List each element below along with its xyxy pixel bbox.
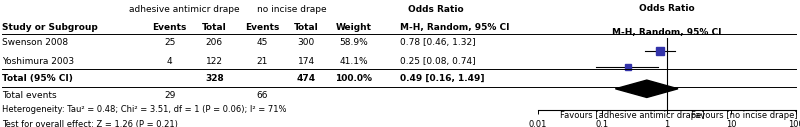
Text: 29: 29 bbox=[164, 91, 175, 100]
Text: 100.0%: 100.0% bbox=[335, 74, 372, 83]
Text: Odds Ratio: Odds Ratio bbox=[638, 4, 694, 13]
Text: Heterogeneity: Tau² = 0.48; Chi² = 3.51, df = 1 (P = 0.06); I² = 71%: Heterogeneity: Tau² = 0.48; Chi² = 3.51,… bbox=[2, 105, 287, 114]
Text: 0.49 [0.16, 1.49]: 0.49 [0.16, 1.49] bbox=[400, 74, 485, 83]
Text: adhesive antimicr drape: adhesive antimicr drape bbox=[129, 5, 239, 14]
Text: 58.9%: 58.9% bbox=[339, 38, 368, 47]
Polygon shape bbox=[615, 80, 678, 97]
Text: Study or Subgroup: Study or Subgroup bbox=[2, 23, 98, 32]
Text: 45: 45 bbox=[257, 38, 268, 47]
Text: Favours [adhesive antimicr drape]: Favours [adhesive antimicr drape] bbox=[560, 111, 704, 120]
Text: Weight: Weight bbox=[336, 23, 371, 32]
Text: 328: 328 bbox=[205, 74, 224, 83]
Text: Total: Total bbox=[202, 23, 226, 32]
Text: Events: Events bbox=[246, 23, 279, 32]
Text: 174: 174 bbox=[298, 57, 315, 66]
Text: 0.25 [0.08, 0.74]: 0.25 [0.08, 0.74] bbox=[400, 57, 476, 66]
Text: 0.78 [0.46, 1.32]: 0.78 [0.46, 1.32] bbox=[400, 38, 476, 47]
Text: M-H, Random, 95% CI: M-H, Random, 95% CI bbox=[400, 23, 510, 32]
Text: 122: 122 bbox=[206, 57, 223, 66]
Text: Odds Ratio: Odds Ratio bbox=[408, 5, 464, 14]
Text: 66: 66 bbox=[257, 91, 268, 100]
Text: Total (95% CI): Total (95% CI) bbox=[2, 74, 74, 83]
Text: 300: 300 bbox=[298, 38, 315, 47]
Text: 206: 206 bbox=[206, 38, 223, 47]
Text: 21: 21 bbox=[257, 57, 268, 66]
Text: Swenson 2008: Swenson 2008 bbox=[2, 38, 69, 47]
Text: Events: Events bbox=[153, 23, 186, 32]
Text: M-H, Random, 95% CI: M-H, Random, 95% CI bbox=[612, 28, 721, 37]
Text: 4: 4 bbox=[166, 57, 173, 66]
Text: no incise drape: no incise drape bbox=[257, 5, 327, 14]
Text: 25: 25 bbox=[164, 38, 175, 47]
Text: 474: 474 bbox=[297, 74, 316, 83]
Text: Total: Total bbox=[294, 23, 318, 32]
Text: Total events: Total events bbox=[2, 91, 57, 100]
Text: Yoshimura 2003: Yoshimura 2003 bbox=[2, 57, 74, 66]
Text: Favours [no incise drape]: Favours [no incise drape] bbox=[690, 111, 798, 120]
Text: 41.1%: 41.1% bbox=[339, 57, 368, 66]
Text: Test for overall effect: Z = 1.26 (P = 0.21): Test for overall effect: Z = 1.26 (P = 0… bbox=[2, 120, 178, 127]
